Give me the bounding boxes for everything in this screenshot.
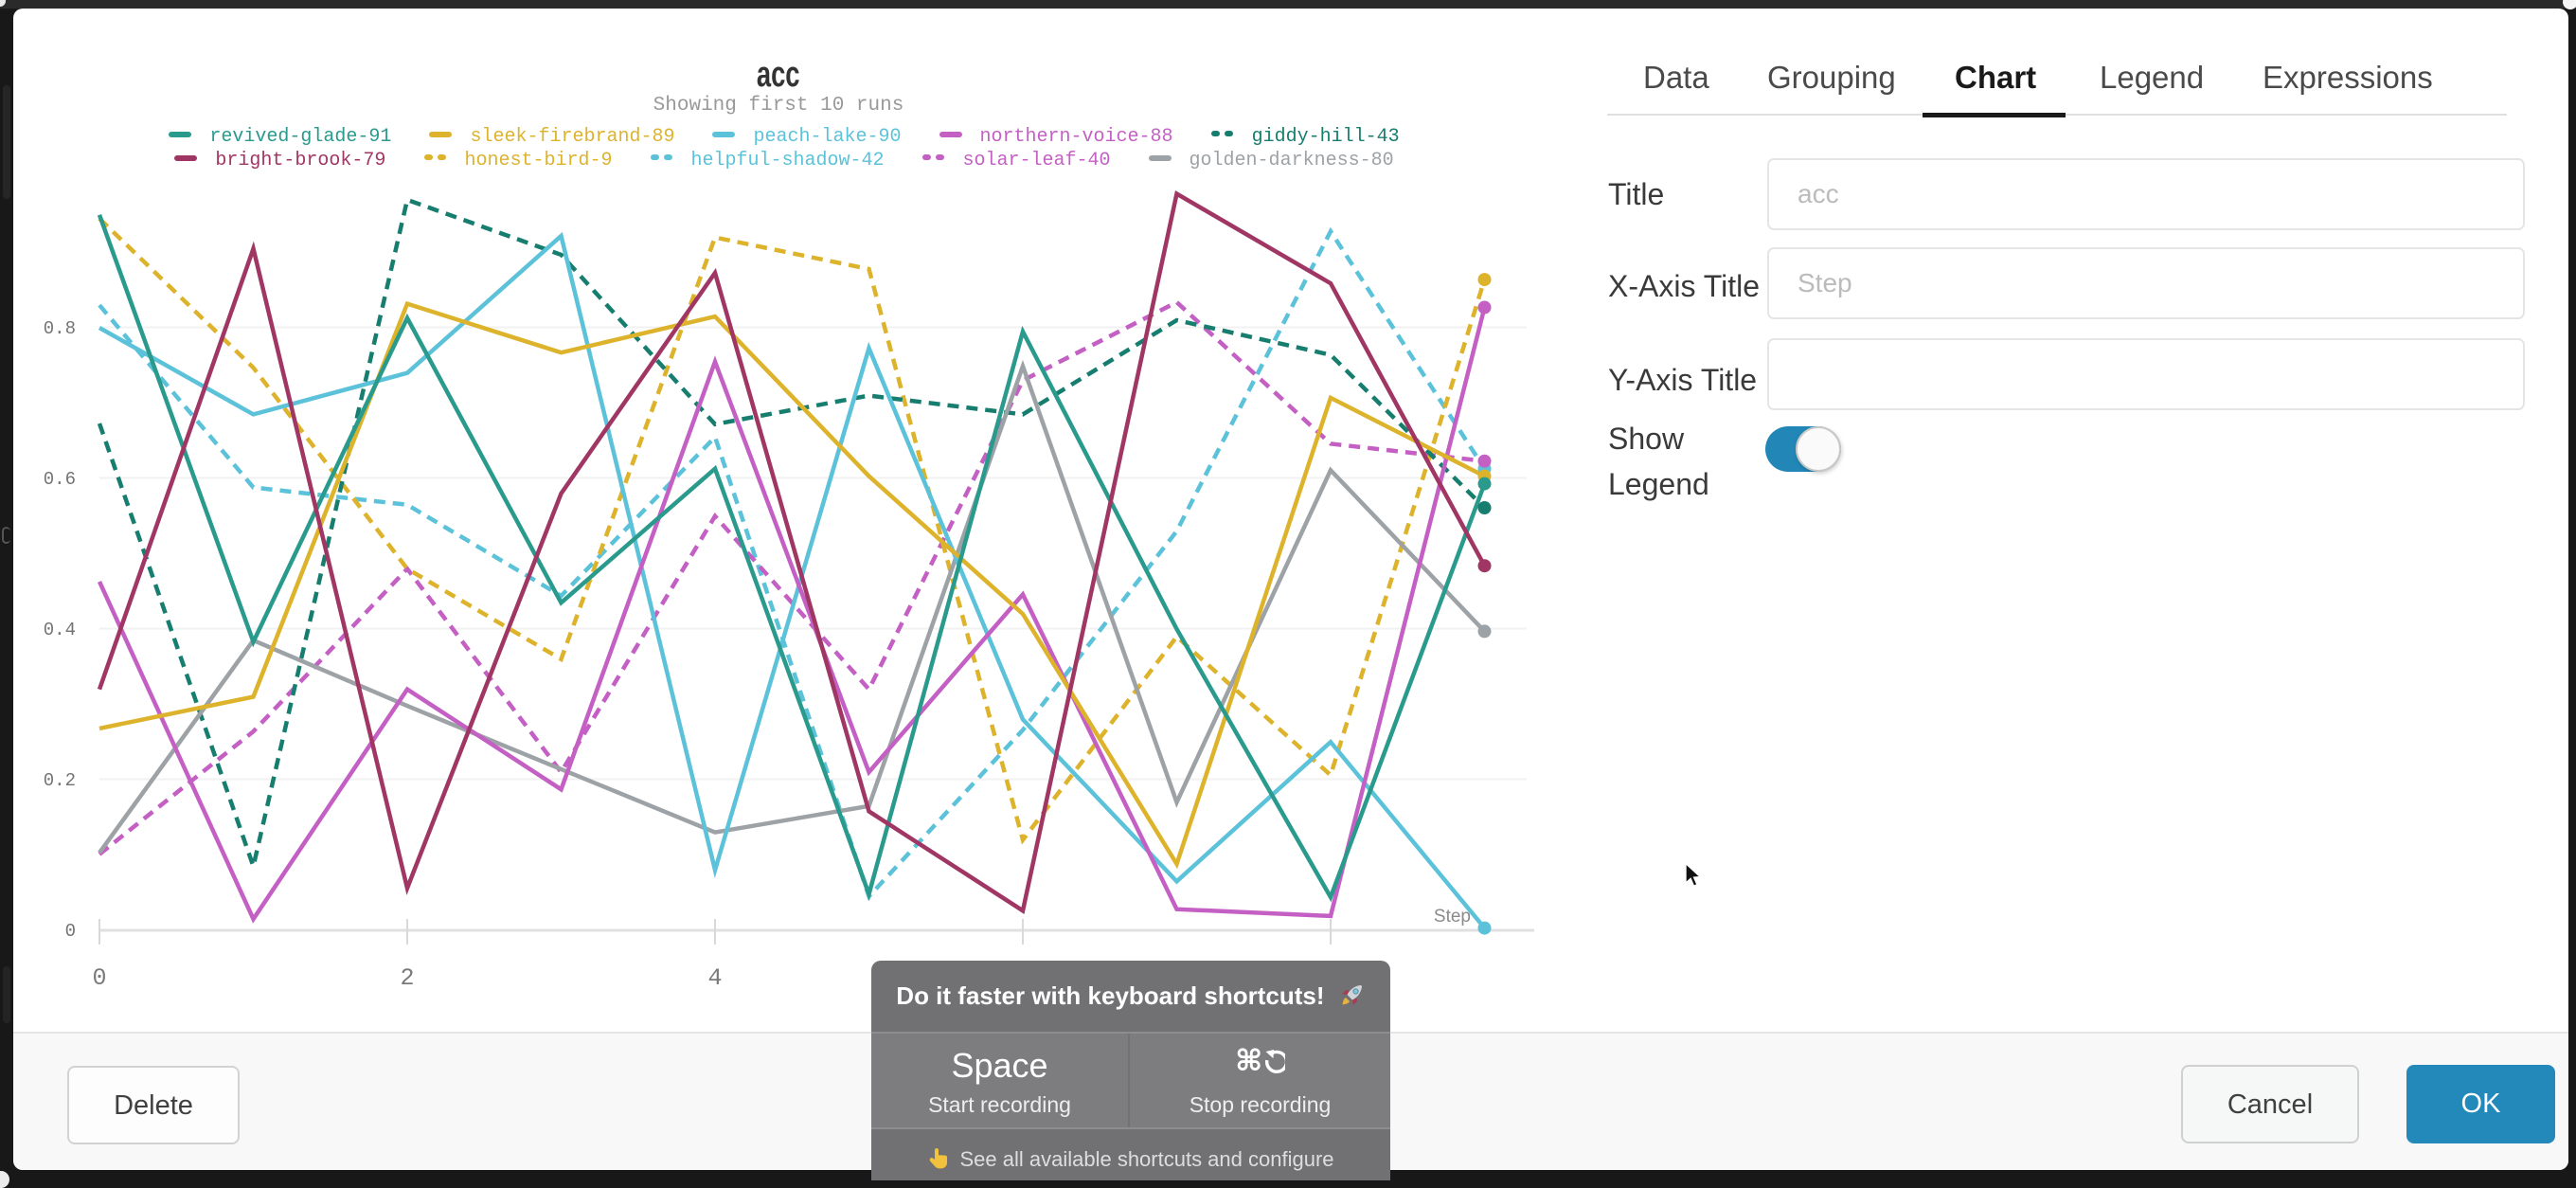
svg-text:4: 4 bbox=[707, 964, 722, 992]
svg-text:2: 2 bbox=[400, 964, 414, 992]
svg-text:Step: Step bbox=[1434, 907, 1471, 927]
svg-text:0.4: 0.4 bbox=[44, 620, 76, 640]
svg-text:0.2: 0.2 bbox=[44, 770, 76, 791]
svg-text:0.8: 0.8 bbox=[44, 318, 76, 339]
svg-text:0: 0 bbox=[92, 964, 106, 992]
svg-text:0.6: 0.6 bbox=[44, 469, 76, 490]
svg-text:0: 0 bbox=[65, 921, 76, 942]
